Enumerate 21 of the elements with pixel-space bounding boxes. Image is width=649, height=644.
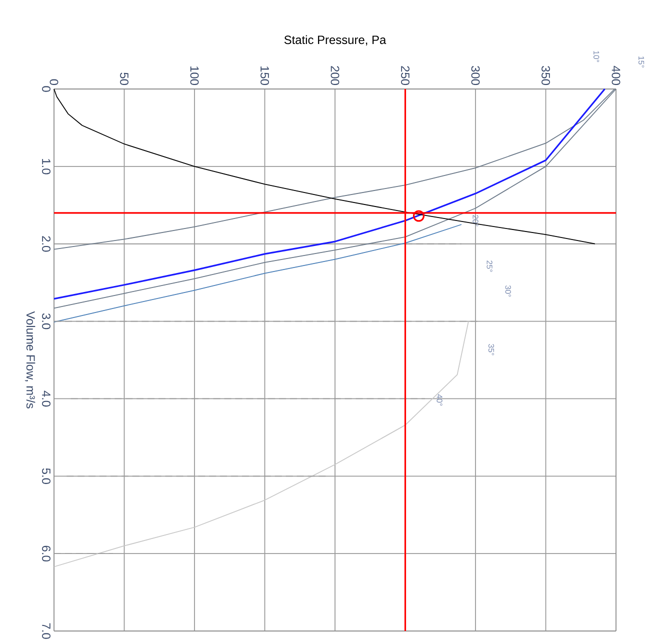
x-tick-label: 50 <box>120 72 128 86</box>
x-tick-label: 200 <box>330 66 340 86</box>
y-tick-label: 1.0 <box>42 159 50 174</box>
x-tick-label: 150 <box>260 66 269 86</box>
x-axis-title: Static Pressure, Pa <box>284 35 386 46</box>
x-tick-label: 350 <box>542 66 550 86</box>
x-tick-label: 250 <box>401 66 410 86</box>
y-tick-label: 2.0 <box>42 236 50 252</box>
y-tick-label: 6.0 <box>42 546 50 562</box>
x-tick-label: 400 <box>612 66 620 86</box>
line-series <box>54 224 462 323</box>
y-axis-title: Volume Flow, m³/s <box>24 311 36 408</box>
line-series <box>54 320 469 568</box>
x-tick-label: 100 <box>190 66 199 86</box>
x-tick-label: 300 <box>471 66 480 86</box>
y-tick-label: 0 <box>42 86 50 92</box>
y-tick-label: 7.0 <box>42 623 50 639</box>
y-tick-label: 4.0 <box>42 390 50 407</box>
y-tick-label: 5.0 <box>42 468 50 484</box>
x-tick-label: 0 <box>50 79 58 86</box>
y-tick-label: 3.0 <box>42 313 50 330</box>
